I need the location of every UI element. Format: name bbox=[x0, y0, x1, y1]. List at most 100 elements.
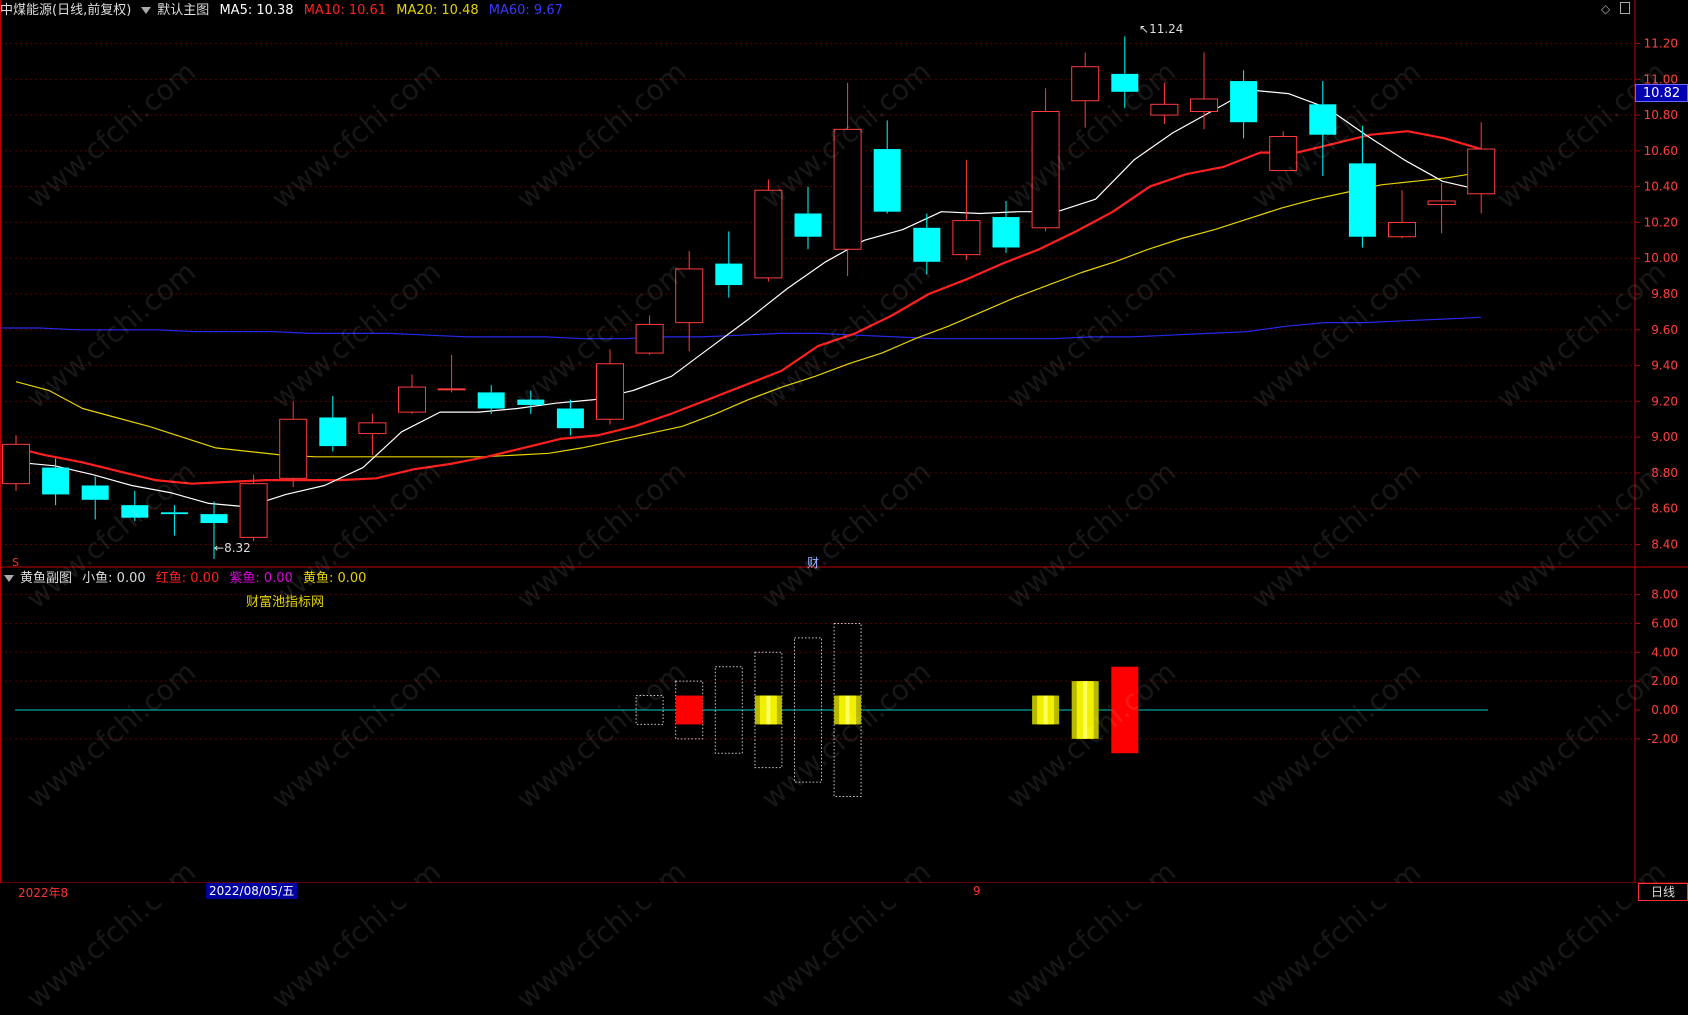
y-tick-label: 8.00 bbox=[1651, 588, 1678, 602]
y-tick-label: -2.00 bbox=[1647, 732, 1678, 746]
ma20-label: MA20: 10.48 bbox=[396, 3, 479, 18]
candle-body bbox=[833, 128, 862, 250]
indicator-bar bbox=[1111, 666, 1139, 754]
y-tick-label: 2.00 bbox=[1651, 674, 1678, 688]
candle-body bbox=[121, 505, 149, 518]
candle-body bbox=[42, 467, 70, 495]
candle bbox=[1031, 88, 1060, 232]
purple-fish-label: 紫鱼: 0.00 bbox=[229, 571, 293, 586]
candle-body bbox=[1388, 221, 1416, 238]
candle-body bbox=[952, 220, 981, 256]
candle bbox=[358, 413, 387, 456]
y-tick-label: 8.40 bbox=[1651, 538, 1678, 552]
y-tick-label: 8.60 bbox=[1651, 502, 1678, 516]
y-tick-label: 9.80 bbox=[1651, 287, 1678, 301]
candle-body bbox=[437, 388, 466, 391]
candle-body bbox=[1190, 98, 1218, 112]
candle bbox=[437, 354, 466, 393]
candle bbox=[833, 82, 862, 277]
candle-body bbox=[319, 417, 347, 447]
candle-body bbox=[239, 483, 268, 538]
candle bbox=[1071, 52, 1100, 128]
candle-body bbox=[1309, 104, 1337, 135]
candles bbox=[2, 36, 1496, 559]
high-value: 11.24 bbox=[1149, 22, 1184, 36]
indicator-bar bbox=[1032, 695, 1060, 725]
y-tick-label: 4.00 bbox=[1651, 645, 1678, 659]
candle bbox=[81, 476, 109, 520]
candle bbox=[635, 315, 664, 355]
candle bbox=[754, 179, 783, 282]
indicator-bar bbox=[675, 695, 703, 725]
candle bbox=[952, 159, 981, 260]
ma10-label: MA10: 10.61 bbox=[303, 3, 387, 18]
main-panel-name[interactable]: 默认主图 bbox=[157, 3, 210, 18]
ma20-line bbox=[15, 171, 1482, 458]
candle-body bbox=[477, 392, 505, 409]
candle-body bbox=[1427, 200, 1456, 206]
y-tick-label: 9.20 bbox=[1651, 394, 1678, 408]
y-tick-label: 10.40 bbox=[1644, 180, 1678, 194]
candle-body bbox=[1269, 136, 1298, 172]
candle bbox=[1309, 81, 1337, 176]
candle bbox=[675, 251, 704, 352]
grid bbox=[0, 42, 1640, 740]
bar-segment bbox=[845, 695, 850, 725]
candle bbox=[1467, 122, 1496, 214]
candle-body bbox=[675, 268, 704, 324]
candle bbox=[42, 458, 70, 506]
candle bbox=[2, 435, 30, 491]
candle bbox=[596, 349, 624, 425]
candle bbox=[1427, 183, 1456, 234]
diamond-icon[interactable]: ◇ bbox=[1601, 2, 1611, 16]
candle bbox=[992, 200, 1020, 253]
y-tick-label: 6.00 bbox=[1651, 616, 1678, 630]
cai-marker: 财 bbox=[807, 556, 820, 570]
dropdown-icon[interactable] bbox=[4, 574, 14, 582]
indicator-bar bbox=[1071, 681, 1099, 739]
sell-marker: S bbox=[12, 556, 19, 569]
main-chart-header: 中煤能源(日线,前复权) 默认主图 MA5: 10.38 MA10: 10.61 … bbox=[0, 1, 569, 21]
candle-body bbox=[992, 217, 1020, 248]
candle-body bbox=[635, 323, 664, 354]
candle bbox=[1269, 131, 1298, 172]
candle bbox=[873, 120, 901, 214]
sub-panel-name[interactable]: 黄鱼副图 bbox=[20, 571, 73, 586]
window-icon[interactable] bbox=[1620, 2, 1630, 14]
low-marker: ←8.32 bbox=[214, 541, 251, 555]
y-tick-label: 10.80 bbox=[1644, 108, 1678, 122]
y-tick-label: 0.00 bbox=[1651, 703, 1678, 717]
bottom-mid-label: 9 bbox=[973, 884, 981, 898]
y-tick-label: 9.60 bbox=[1651, 323, 1678, 337]
ma10-line bbox=[7, 130, 1482, 485]
candle bbox=[1230, 70, 1258, 139]
y-tick-label: 10.60 bbox=[1644, 144, 1678, 158]
axis-labels: 11.20 11.00 10.80 10.60 10.40 10.20 10.00 9.80 9… bbox=[1644, 36, 1678, 745]
y-tick-label: 10.20 bbox=[1644, 215, 1678, 229]
period-label: (日线,前复权) bbox=[52, 3, 132, 18]
candle-body bbox=[1150, 103, 1179, 116]
candle-body bbox=[1031, 110, 1060, 229]
chart-canvas: 11.20 11.00 10.80 10.60 10.40 10.20 10.00 9.80 9… bbox=[0, 0, 1688, 884]
y-tick-label: 11.00 bbox=[1644, 72, 1678, 86]
candle bbox=[200, 501, 228, 559]
ma60-line bbox=[0, 316, 1482, 340]
period-button[interactable]: 日线 bbox=[1638, 883, 1688, 901]
candle bbox=[1150, 82, 1179, 124]
brand-label: 财富池指标网 bbox=[246, 595, 325, 610]
yellow-fish-label: 黄鱼: 0.00 bbox=[302, 571, 367, 586]
stock-name[interactable]: 中煤能源 bbox=[0, 3, 53, 18]
candle-body bbox=[200, 514, 228, 524]
candle-body bbox=[794, 213, 822, 237]
candle-body bbox=[556, 408, 584, 429]
dropdown-icon[interactable] bbox=[141, 6, 152, 14]
candle-body bbox=[1230, 81, 1258, 123]
indicator-bar bbox=[834, 695, 862, 725]
bar-segment bbox=[766, 695, 771, 725]
candle-body bbox=[1111, 73, 1139, 92]
y-tick-label: 9.00 bbox=[1651, 430, 1678, 444]
candle bbox=[1388, 190, 1416, 239]
candle bbox=[556, 399, 584, 436]
sub-chart-header: 黄鱼副图 小鱼: 0.00 红鱼: 0.00 紫鱼: 0.00 黄鱼: 0.00 bbox=[0, 569, 372, 589]
candle bbox=[160, 505, 188, 536]
